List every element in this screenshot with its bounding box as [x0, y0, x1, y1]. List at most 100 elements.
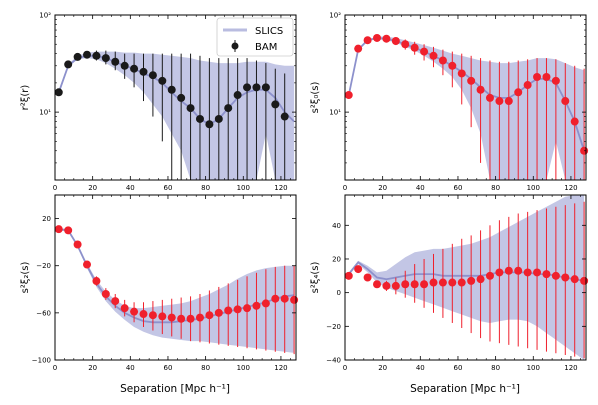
- data-point-s2xi0-19: [523, 81, 532, 90]
- data-point-s2xi0-2: [363, 36, 372, 45]
- data-point-s2xi4-23: [561, 273, 570, 282]
- x-tick-label-s2xi2-3: 60: [164, 364, 173, 372]
- x-axis-label-right: Separation [Mpc h⁻¹]: [410, 383, 520, 395]
- data-point-s2xi2-13: [177, 314, 186, 323]
- data-point-s2xi2-0: [54, 225, 63, 234]
- data-point-s2xi0-11: [448, 61, 457, 70]
- data-point-s2xi2-5: [101, 290, 110, 298]
- data-point-s2xi0-16: [495, 97, 504, 106]
- x-tick-label-r2xi-3: 60: [164, 184, 173, 192]
- data-point-s2xi0-8: [420, 47, 429, 56]
- data-point-s2xi4-21: [542, 270, 551, 279]
- ticks-r2xi: 0 20 40 60 80 100 120 10¹ 10²: [39, 12, 296, 192]
- y-tick-label-s2xi2-2: −20: [36, 262, 51, 270]
- data-point-s2xi0-20: [533, 72, 542, 81]
- x-tick-label-s2xi0-0: 0: [343, 184, 347, 192]
- data-point-r2xi-4: [92, 51, 101, 60]
- data-point-s2xi4-12: [457, 278, 466, 287]
- data-point-r2xi-6: [111, 57, 120, 66]
- data-point-r2xi-11: [158, 76, 167, 85]
- y-tick-label-s2xi4-4: 40: [332, 222, 341, 230]
- data-point-s2xi4-18: [514, 266, 523, 275]
- data-point-s2xi2-18: [224, 306, 233, 315]
- legend-band-label: SLICS: [255, 26, 283, 37]
- data-point-r2xi-24: [280, 112, 289, 121]
- x-tick-label-s2xi2-4: 80: [201, 364, 210, 372]
- data-point-s2xi4-24: [570, 275, 579, 284]
- data-point-s2xi4-4: [382, 281, 391, 290]
- data-point-r2xi-12: [167, 85, 176, 94]
- data-point-s2xi4-14: [476, 275, 485, 284]
- band-area-s2xi2: [58, 228, 295, 353]
- data-point-s2xi4-16: [495, 268, 504, 277]
- data-point-r2xi-0: [54, 88, 63, 97]
- data-point-s2xi0-0: [344, 91, 353, 100]
- axes-frame-s2xi0: [344, 14, 587, 181]
- data-point-s2xi0-21: [542, 72, 551, 81]
- ticks-s2xi0: 0 20 40 60 80 100 120 10¹ 10²: [329, 12, 586, 192]
- data-point-s2xi0-4: [382, 34, 391, 43]
- x-tick-label-s2xi4-5: 100: [527, 364, 540, 372]
- y-tick-label-s2xi2-0: −100: [32, 357, 51, 365]
- points-r2xi: [54, 50, 289, 129]
- data-point-r2xi-13: [177, 93, 186, 102]
- x-tick-label-s2xi2-0: 0: [53, 364, 57, 372]
- data-point-s2xi2-14: [186, 314, 195, 323]
- data-point-s2xi4-5: [391, 281, 400, 290]
- data-point-s2xi0-14: [476, 85, 485, 94]
- x-tick-label-s2xi0-6: 120: [564, 184, 577, 192]
- data-point-r2xi-8: [130, 64, 139, 73]
- points-s2xi4: [344, 265, 589, 290]
- y-axis-label-s2xi4: s²ξ₄(s): [310, 261, 321, 293]
- data-point-s2xi0-13: [467, 76, 476, 85]
- data-point-s2xi4-8: [420, 280, 429, 289]
- data-point-s2xi2-8: [130, 307, 139, 316]
- data-point-r2xi-3: [83, 50, 92, 59]
- data-point-s2xi0-12: [457, 69, 466, 78]
- data-point-s2xi4-9: [429, 278, 438, 287]
- data-point-s2xi2-23: [271, 294, 280, 303]
- y-tick-label-s2xi2-1: −60: [36, 309, 51, 317]
- data-point-s2xi0-15: [485, 93, 494, 102]
- data-point-s2xi0-9: [429, 51, 438, 60]
- data-point-s2xi2-11: [158, 312, 167, 321]
- data-point-s2xi2-19: [233, 305, 242, 314]
- data-point-s2xi2-10: [148, 311, 157, 320]
- data-point-s2xi2-3: [83, 260, 92, 269]
- panel-s2xi4: 0 20 40 60 80 100 120 −40 −20 0 20 40 s²ξ₄(s): [310, 194, 589, 372]
- legend-points-label: BAM: [255, 42, 277, 53]
- x-tick-label-r2xi-2: 40: [126, 184, 135, 192]
- x-tick-label-r2xi-4: 80: [201, 184, 210, 192]
- data-point-r2xi-22: [261, 83, 270, 92]
- data-point-r2xi-17: [214, 114, 223, 123]
- x-tick-label-r2xi-0: 0: [53, 184, 57, 192]
- x-tick-label-s2xi4-0: 0: [343, 364, 347, 372]
- axes-frame-r2xi: [54, 14, 297, 181]
- data-point-s2xi4-17: [504, 266, 513, 275]
- data-point-s2xi2-20: [243, 304, 252, 313]
- x-tick-label-s2xi0-2: 40: [416, 184, 425, 192]
- data-point-s2xi2-12: [167, 313, 176, 322]
- x-tick-label-s2xi2-2: 40: [126, 364, 135, 372]
- data-point-s2xi0-5: [391, 36, 400, 45]
- x-tick-label-s2xi4-4: 80: [491, 364, 500, 372]
- points-s2xi0: [344, 33, 589, 155]
- data-point-s2xi2-22: [261, 299, 270, 308]
- data-point-r2xi-19: [233, 91, 242, 100]
- y-tick-label-r2xi-1: 10²: [39, 12, 51, 20]
- data-point-s2xi4-22: [551, 271, 560, 280]
- x-tick-label-s2xi4-1: 20: [378, 364, 387, 372]
- data-point-s2xi4-11: [448, 278, 457, 287]
- axes-frame-s2xi4: [344, 194, 587, 361]
- data-point-s2xi4-3: [373, 280, 382, 289]
- data-point-s2xi2-16: [205, 311, 214, 320]
- data-point-s2xi0-17: [504, 97, 513, 106]
- y-tick-label-s2xi0-1: 10²: [329, 12, 341, 20]
- panel-s2xi0: 0 20 40 60 80 100 120 10¹ 10² s²ξ₀(s): [310, 12, 589, 192]
- y-tick-label-s2xi2-3: 20: [42, 215, 51, 223]
- y-tick-label-s2xi0-0: 10¹: [329, 109, 341, 117]
- data-point-r2xi-14: [186, 104, 195, 113]
- data-point-r2xi-21: [252, 83, 261, 92]
- y-tick-label-s2xi4-1: −20: [326, 323, 341, 331]
